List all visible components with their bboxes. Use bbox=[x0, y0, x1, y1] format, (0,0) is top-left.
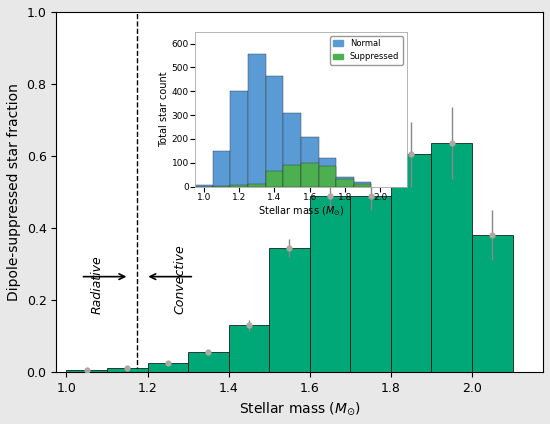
Bar bbox=[391, 154, 432, 372]
Text: Convective: Convective bbox=[173, 245, 186, 315]
Bar bbox=[310, 195, 350, 372]
Bar bbox=[472, 235, 513, 372]
Text: Radiative: Radiative bbox=[90, 256, 103, 315]
X-axis label: Stellar mass ($M_{\odot}$): Stellar mass ($M_{\odot}$) bbox=[239, 400, 361, 417]
Bar bbox=[350, 195, 391, 372]
Bar bbox=[67, 370, 107, 372]
Bar bbox=[107, 368, 147, 372]
Bar bbox=[432, 143, 472, 372]
Y-axis label: Dipole-suppressed star fraction: Dipole-suppressed star fraction bbox=[7, 83, 21, 301]
Bar bbox=[269, 248, 310, 372]
Bar bbox=[188, 352, 229, 372]
Bar bbox=[229, 325, 269, 372]
Bar bbox=[147, 363, 188, 372]
